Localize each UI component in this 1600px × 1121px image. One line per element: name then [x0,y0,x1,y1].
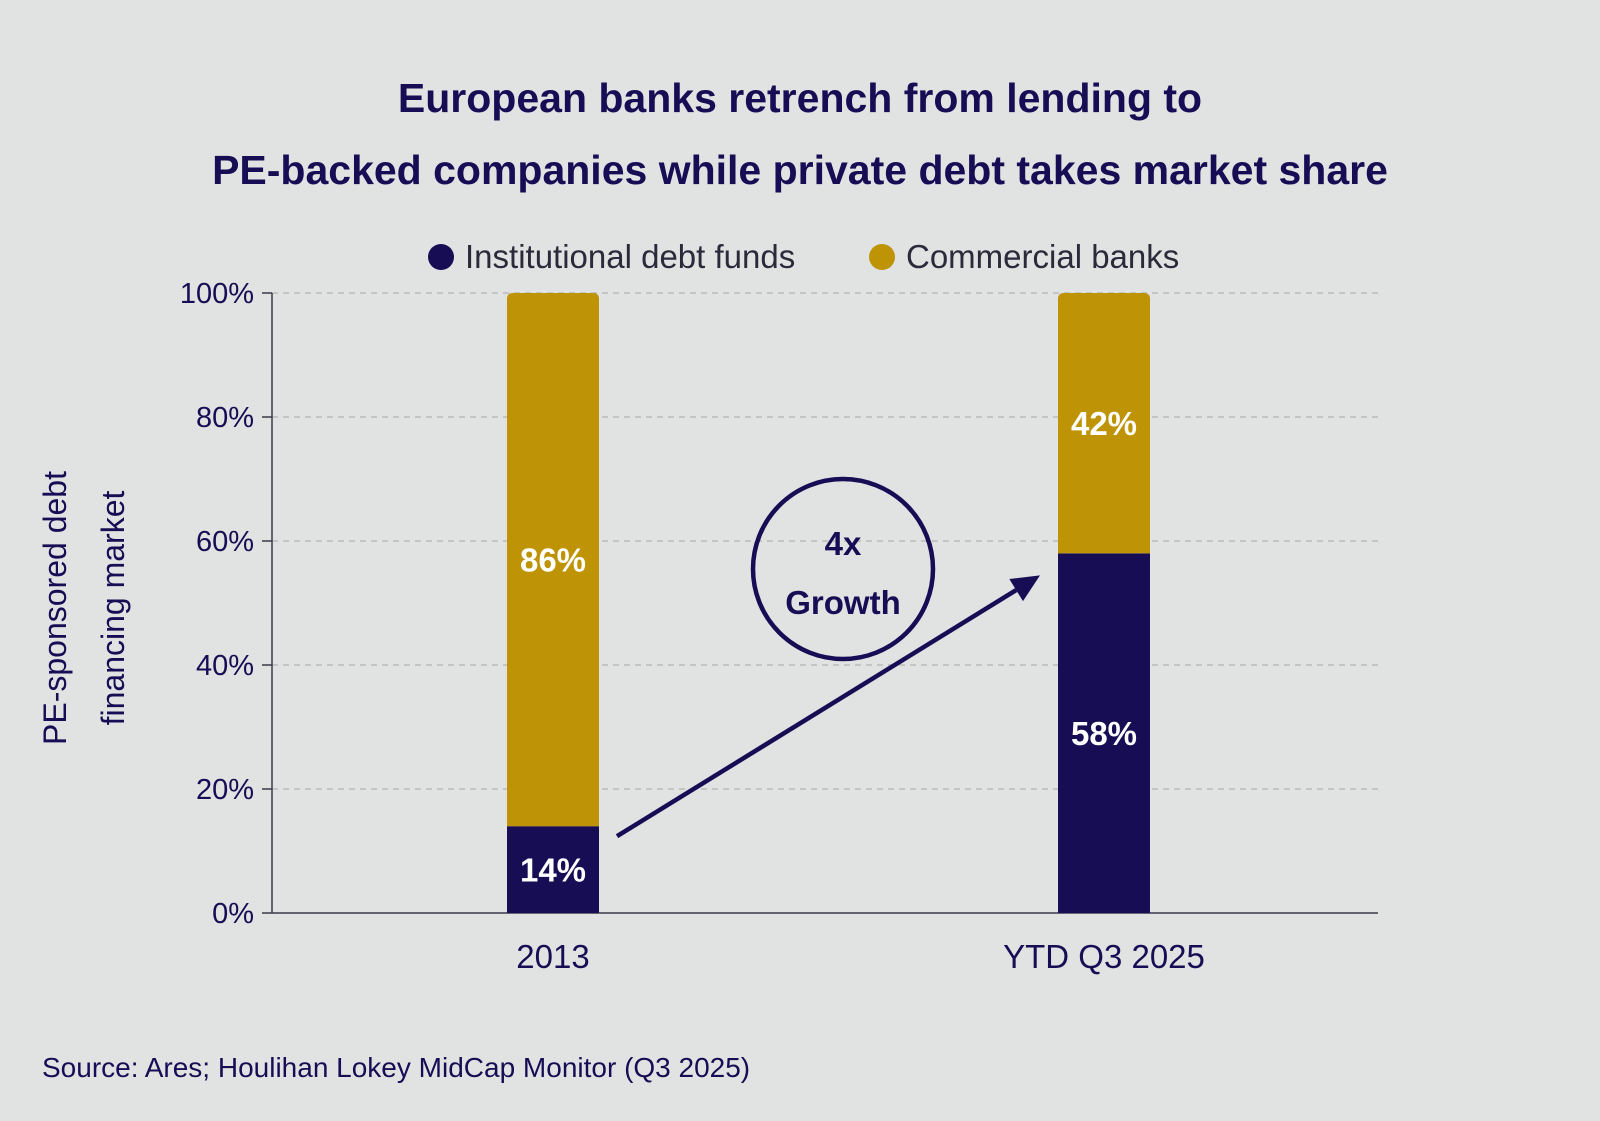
growth-arrow-head [1009,575,1040,602]
y-axis-title-line: financing market [95,491,131,726]
legend: Institutional debt funds Commercial banks [428,238,1179,275]
axes: 0% 20% 40% 60% 80% 100% 2013 YTD Q3 2025 [180,278,1378,975]
y-axis-title: PE-sponsored debt financing market [37,471,131,745]
x-tick-label: YTD Q3 2025 [1003,938,1205,975]
y-axis-label: PE-sponsored debt financing market [37,471,131,745]
legend-label: Institutional debt funds [465,238,795,275]
data-label: 86% [520,542,586,579]
chart-title-line-2: PE-backed companies while private debt t… [212,147,1388,193]
legend-swatch [428,244,454,270]
chart-title-line-1: European banks retrench from lending to [397,75,1203,121]
gridlines [272,292,1378,790]
bar-segment-institutional-debt-funds [507,826,599,913]
y-axis-title-line: PE-sponsored debt [37,471,73,745]
data-label: 58% [1071,715,1137,752]
source-note: Source: Ares; Houlihan Lokey MidCap Moni… [42,1052,751,1083]
data-label: 42% [1071,405,1137,442]
y-tick-label: 60% [196,526,254,558]
data-label: 14% [520,852,586,889]
chart-title: European banks retrench from lending to … [0,62,1600,206]
legend-label: Commercial banks [906,238,1179,275]
y-tick-label: 20% [196,774,254,806]
bars: 14% 86% 58% 42% [507,293,1150,913]
y-tick-label: 40% [196,650,254,682]
growth-annotation-line: Growth [785,584,900,621]
growth-annotation: 4x Growth [615,476,1040,839]
growth-annotation-line: 4x [825,525,862,562]
bar-segment-commercial-banks [507,293,599,827]
growth-circle [750,476,936,662]
bar-segment-commercial-banks [1058,293,1150,554]
growth-arrow-line [615,588,1018,839]
y-tick-label: 0% [212,898,254,930]
x-tick-label: 2013 [516,938,589,975]
y-tick-label: 80% [196,402,254,434]
y-tick-label: 100% [180,278,254,310]
legend-swatch [869,244,895,270]
growth-annotation-text: 4x Growth [785,525,900,621]
bar-segment-institutional-debt-funds [1058,553,1150,913]
